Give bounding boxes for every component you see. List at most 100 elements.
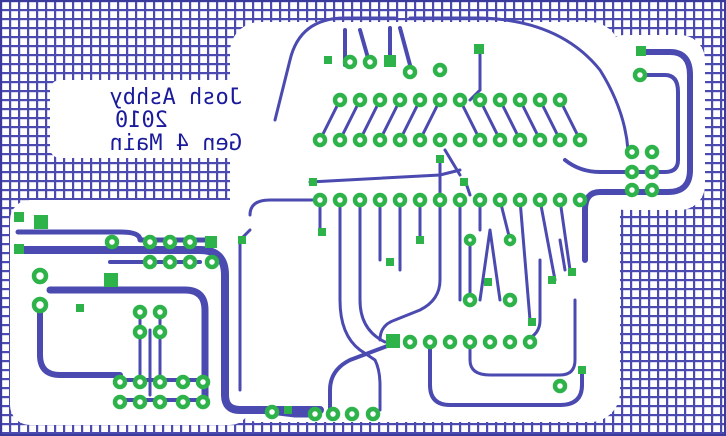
pad-square [484, 278, 492, 286]
pad-square [460, 178, 468, 186]
pad-round [392, 92, 408, 108]
pad-square [34, 215, 48, 229]
pad-round [182, 234, 198, 250]
pad-round [503, 233, 517, 247]
pad-round [442, 334, 458, 350]
pad-round [624, 144, 640, 160]
pad-round [624, 182, 640, 198]
pad-square [205, 236, 217, 248]
pad-round [132, 304, 148, 320]
pad-round [182, 254, 198, 270]
pad-round [342, 54, 358, 70]
pad-round [175, 394, 191, 410]
pad-round [344, 406, 360, 422]
silk-line-3: Gen 4 Main [110, 131, 242, 156]
pad-square [309, 178, 317, 186]
pad-round [572, 132, 588, 148]
pad-round [644, 144, 660, 160]
pad-square [416, 236, 424, 244]
pad-round [195, 374, 211, 390]
pad-round [412, 192, 428, 208]
pad-round [132, 374, 148, 390]
pad-round [644, 164, 660, 180]
pad-round [552, 92, 568, 108]
clearance-areas [10, 22, 705, 425]
pad-round [195, 394, 211, 410]
pad-round [372, 192, 388, 208]
pad-square [436, 155, 444, 163]
pad-round [532, 92, 548, 108]
pad-square [14, 212, 24, 222]
pad-square [578, 366, 586, 374]
pad-round [332, 92, 348, 108]
pad-round [452, 132, 468, 148]
pad-round [502, 334, 518, 350]
pad-round [204, 254, 220, 270]
pad-round [432, 132, 448, 148]
pad-round [312, 132, 328, 148]
pad-round [31, 267, 49, 285]
pad-round [402, 64, 418, 80]
pad-square [104, 273, 118, 287]
pad-round [532, 132, 548, 148]
pad-round [512, 192, 528, 208]
pad-round [372, 92, 388, 108]
pad-round [162, 254, 178, 270]
pad-round [352, 92, 368, 108]
pad-round [482, 334, 498, 350]
pad-round [365, 406, 381, 422]
pad-square [318, 228, 326, 236]
pad-square [548, 276, 556, 284]
pad-round [312, 192, 328, 208]
pad-round [552, 132, 568, 148]
pad-round [152, 324, 168, 340]
pad-round [325, 406, 341, 422]
pad-square [636, 46, 646, 56]
silkscreen-text: Josh Ashby 2010 Gen 4 Main [110, 85, 242, 156]
pad-round [175, 374, 191, 390]
pad-square [528, 318, 536, 326]
pad-round [112, 394, 128, 410]
pad-square [284, 406, 292, 414]
pad-round [152, 394, 168, 410]
pad-round [624, 164, 640, 180]
pad-round [402, 334, 418, 350]
pad-square [474, 44, 484, 54]
pad-round [462, 292, 478, 308]
pad-round [632, 67, 648, 83]
pad-square [324, 56, 332, 64]
pad-round [512, 92, 528, 108]
pad-round [462, 334, 478, 350]
pad-round [392, 132, 408, 148]
pad-round [412, 132, 428, 148]
pad-round [492, 132, 508, 148]
pad-square [386, 334, 400, 348]
pad-round [332, 192, 348, 208]
pad-round [307, 406, 323, 422]
pad-square [76, 304, 84, 312]
pad-round [332, 132, 348, 148]
pad-round [352, 192, 368, 208]
pad-round [104, 234, 120, 250]
pad-round [552, 192, 568, 208]
pad-round [492, 192, 508, 208]
pad-round [132, 394, 148, 410]
pad-round [362, 54, 378, 70]
square-pads [14, 44, 646, 414]
silk-line-1: Josh Ashby [110, 85, 242, 110]
pad-round [162, 234, 178, 250]
pad-round [552, 378, 568, 394]
pad-round [472, 92, 488, 108]
pad-round [512, 132, 528, 148]
pad-round [412, 92, 428, 108]
pad-round [31, 296, 49, 314]
pad-round [432, 92, 448, 108]
pad-round [152, 304, 168, 320]
pad-round [463, 233, 477, 247]
pad-round [142, 234, 158, 250]
pad-square [384, 55, 396, 67]
pad-round [492, 92, 508, 108]
pad-round [352, 132, 368, 148]
